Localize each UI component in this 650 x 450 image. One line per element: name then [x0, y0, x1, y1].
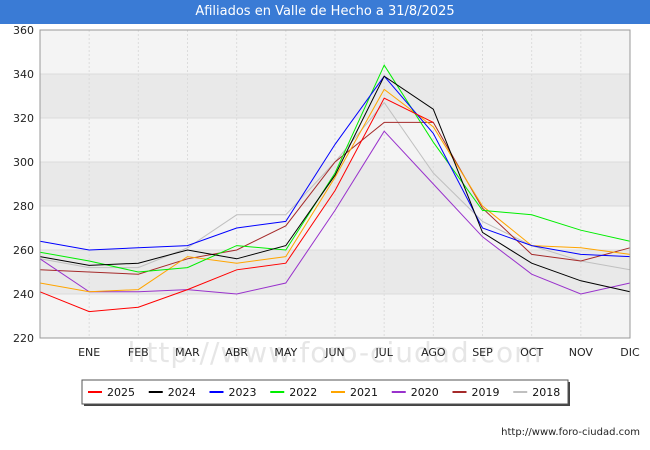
series-line-2022 — [39, 64, 631, 273]
legend-label-2021: 2021 — [350, 386, 378, 399]
x-tick-label: ENE — [78, 346, 100, 359]
series-lines — [39, 64, 631, 313]
y-axis: 220 240 260 280 300 320 340 360 — [13, 24, 34, 345]
legend: 2025 2024 2023 2022 2021 2020 2019 2018 — [81, 379, 570, 406]
x-tick-label: DIC — [620, 346, 640, 359]
y-tick-label: 320 — [13, 112, 34, 125]
legend-label-2019: 2019 — [472, 386, 500, 399]
y-tick-label: 260 — [13, 244, 34, 257]
x-tick-label: JUN — [324, 346, 345, 359]
x-tick-label: MAR — [175, 346, 200, 359]
legend-box — [81, 379, 569, 405]
series-line-2024 — [39, 75, 631, 293]
x-tick-label: JUL — [374, 346, 393, 359]
series-line-2020 — [39, 130, 631, 295]
x-tick-label: ABR — [225, 346, 248, 359]
x-tick-label: SEP — [472, 346, 493, 359]
x-axis: ENE FEB MAR ABR MAY JUN JUL AGO SEP OCT NOV DIC — [78, 346, 640, 359]
legend-label-2018: 2018 — [532, 386, 560, 399]
y-tick-label: 300 — [13, 156, 34, 169]
x-tick-label: OCT — [520, 346, 543, 359]
series-line-2023 — [39, 75, 631, 258]
y-tick-label: 220 — [13, 332, 34, 345]
x-tick-label: AGO — [421, 346, 446, 359]
legend-label-2024: 2024 — [168, 386, 196, 399]
legend-label-2020: 2020 — [411, 386, 439, 399]
watermark: http://www.foro-ciudad.com — [128, 336, 543, 369]
x-tick-label: FEB — [128, 346, 149, 359]
y-tick-label: 280 — [13, 200, 34, 213]
series-line-2025 — [39, 97, 434, 313]
legend-label-2023: 2023 — [229, 386, 257, 399]
series-line-2019 — [39, 121, 631, 275]
plot-border — [39, 29, 631, 339]
y-tick-label: 340 — [13, 68, 34, 81]
x-tick-label: NOV — [569, 346, 594, 359]
legend-label-2022: 2022 — [289, 386, 317, 399]
y-tick-label: 240 — [13, 288, 34, 301]
x-tick-label: MAY — [274, 346, 297, 359]
chart-title: Afiliados en Valle de Hecho a 31/8/2025 — [0, 0, 650, 24]
source-link[interactable]: http://www.foro-ciudad.com — [501, 427, 640, 438]
y-tick-label: 360 — [13, 24, 34, 37]
legend-label-2025: 2025 — [107, 386, 135, 399]
